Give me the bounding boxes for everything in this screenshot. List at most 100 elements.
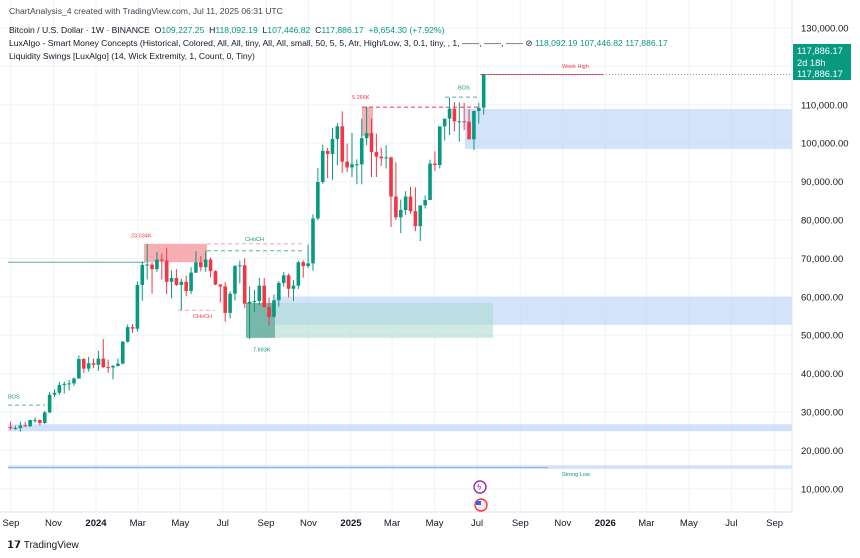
- candle-body: [247, 301, 252, 304]
- price-tick: 20,000.00: [801, 446, 843, 457]
- candle-body: [28, 420, 32, 427]
- candle-body: [408, 196, 413, 212]
- candle-body: [208, 259, 213, 272]
- candle-body: [316, 181, 320, 219]
- candle-body: [364, 133, 369, 139]
- tradingview-logo[interactable]: 𝟭𝟳 TradingView: [7, 540, 79, 551]
- candle-body: [262, 285, 267, 308]
- time-tick: Mar: [638, 518, 654, 529]
- ob-label-1: 23.034K: [131, 233, 152, 239]
- candle-body: [291, 285, 296, 289]
- price-tick: 110,000.00: [801, 100, 848, 111]
- time-tick: Mar: [384, 518, 400, 529]
- candle-body: [306, 263, 310, 267]
- candle-body: [447, 108, 452, 119]
- candle-body: [476, 107, 481, 111]
- candle-body: [23, 425, 28, 427]
- indicator-liquidity[interactable]: Liquidity Swings [LuxAlgo] (14, Wick Ext…: [9, 51, 255, 61]
- close-label: C: [315, 25, 322, 35]
- price-tick: 40,000.00: [801, 369, 843, 380]
- bos-label-1: BOS: [8, 395, 20, 401]
- open-label: O: [154, 25, 162, 35]
- price-tick: 50,000.00: [801, 331, 843, 342]
- candle-body: [286, 275, 291, 289]
- price-tick: 90,000.00: [801, 177, 843, 188]
- time-tick: 2026: [595, 518, 616, 529]
- time-tick: 2025: [340, 518, 362, 529]
- candle-body: [228, 293, 232, 313]
- candle-body: [472, 110, 476, 140]
- price-tick: 130,000.00: [801, 24, 849, 35]
- candle-body: [13, 428, 18, 430]
- candle-body: [457, 121, 462, 123]
- candle-body: [374, 152, 379, 157]
- candle-body: [72, 378, 76, 384]
- candle-body: [140, 264, 145, 285]
- candle-body: [96, 358, 101, 365]
- candle-body: [67, 383, 71, 385]
- time-tick: 2024: [85, 518, 107, 529]
- candle-body: [379, 156, 384, 159]
- symbol-legend: Bitcoin / U.S. Dollar · 1W · BINANCE O10…: [9, 25, 444, 35]
- low-value: 107,446.82: [267, 25, 311, 35]
- time-tick: May: [171, 518, 189, 529]
- price-tick: 100,000.00: [801, 139, 849, 150]
- candle-body: [311, 218, 315, 264]
- candle-body: [174, 277, 179, 285]
- candle-body: [394, 196, 398, 218]
- candle-body: [389, 157, 393, 197]
- close-value: 117,886.17: [321, 25, 364, 35]
- time-tick: Sep: [766, 518, 783, 529]
- candle-body: [462, 121, 466, 123]
- candle-body: [267, 307, 271, 317]
- candle-body: [359, 138, 364, 165]
- candle-body: [106, 367, 110, 369]
- brand-name: TradingView: [23, 540, 79, 551]
- week-high-label: Week High: [562, 64, 589, 70]
- indicator-smc[interactable]: LuxAlgo - Smart Money Concepts (Historic…: [9, 38, 668, 48]
- high-value: 118,092.19: [215, 25, 258, 35]
- liquidity-zone-high: [465, 109, 792, 149]
- symbol-name[interactable]: Bitcoin / U.S. Dollar · 1W · BINANCE: [9, 25, 150, 35]
- candle-body: [189, 272, 193, 292]
- candle-body: [433, 163, 437, 166]
- candle-body: [413, 211, 418, 227]
- candle-body: [18, 425, 23, 429]
- candle-body: [345, 161, 349, 168]
- candle-body: [252, 301, 257, 303]
- price-tick: 60,000.00: [801, 292, 843, 303]
- candle-body: [38, 420, 42, 423]
- candle-body: [42, 412, 47, 423]
- liquidity-zone-strong-low: [8, 465, 792, 469]
- candle-body: [57, 384, 62, 393]
- candle-body: [135, 284, 140, 329]
- candle-body: [428, 163, 432, 201]
- candle-body: [423, 200, 427, 206]
- candle-body: [437, 126, 442, 166]
- candle-body: [213, 271, 218, 285]
- candle-body: [384, 157, 388, 159]
- candle-body: [369, 133, 374, 153]
- choch-label-2: CHoCH: [193, 314, 212, 320]
- candle-body: [335, 126, 340, 139]
- last-price: 117,886.17: [797, 46, 843, 56]
- candle-body: [281, 275, 286, 283]
- candle-body: [218, 284, 223, 287]
- candle-body: [47, 394, 52, 413]
- candle-body: [150, 264, 154, 270]
- candle-body: [194, 262, 198, 273]
- time-tick: Jul: [217, 518, 229, 529]
- time-tick: Nov: [45, 518, 62, 529]
- candle-body: [418, 205, 423, 227]
- candle-body: [350, 164, 354, 168]
- candle-body: [77, 359, 81, 379]
- liquidity-zone-low: [8, 424, 792, 432]
- candle-body: [125, 327, 130, 342]
- candle-body: [111, 365, 115, 368]
- candle-body: [130, 327, 135, 329]
- candle-body: [184, 281, 188, 292]
- candle-body: [452, 108, 457, 122]
- candle-body: [242, 265, 247, 304]
- open-value: 109,227.25: [161, 25, 205, 35]
